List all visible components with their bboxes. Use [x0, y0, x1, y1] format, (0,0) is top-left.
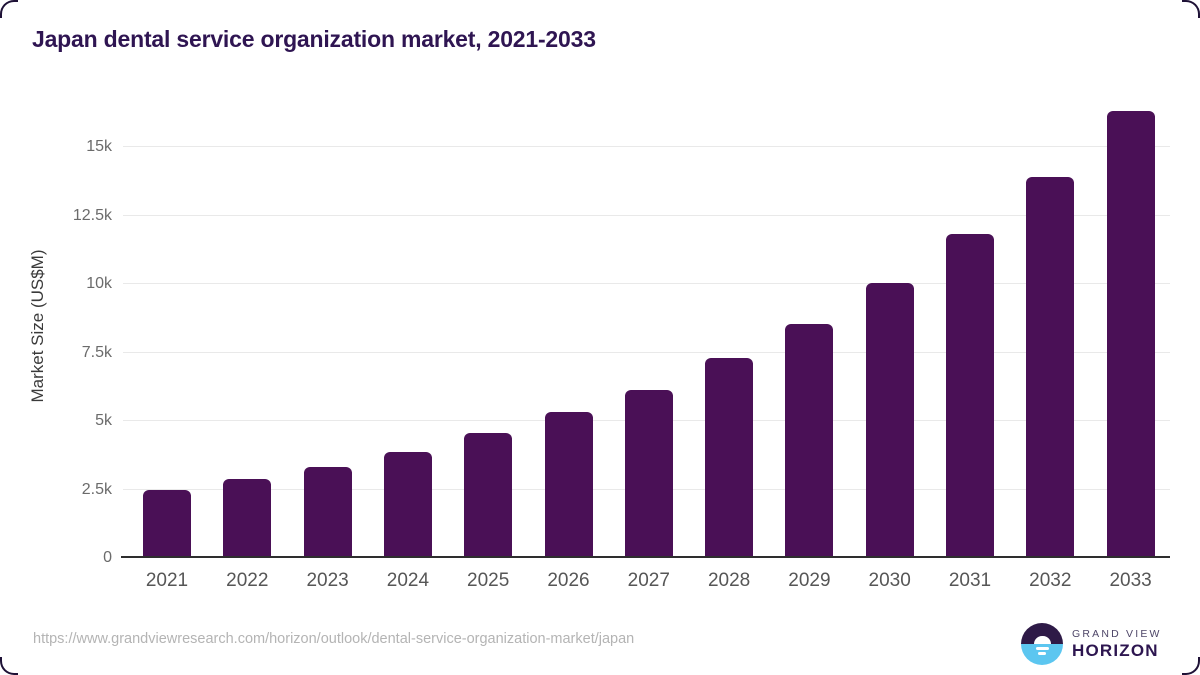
source-url: https://www.grandviewresearch.com/horizo…	[33, 631, 635, 647]
x-label-2021: 2021	[145, 570, 189, 591]
chart-title: Japan dental service organization market…	[32, 26, 596, 52]
gridline	[123, 351, 1170, 353]
x-label-2027: 2027	[627, 570, 670, 591]
bar-2030	[865, 282, 914, 558]
bar-2031	[946, 234, 994, 558]
bar-2027	[624, 389, 673, 558]
card-corner-bottom-right	[1182, 657, 1200, 675]
bar-2029	[785, 323, 834, 558]
y-tick-label: 0	[103, 549, 112, 566]
x-label-2025: 2025	[467, 570, 510, 591]
y-tick-label: 5k	[95, 412, 112, 430]
bar-2025	[464, 432, 513, 558]
gridline	[123, 214, 1170, 216]
logo-grand-view-text: GRAND VIEW	[1072, 627, 1162, 640]
bar-2026	[544, 411, 593, 558]
x-label-2033: 2033	[1109, 570, 1152, 591]
bar-2024	[383, 451, 432, 558]
sun-reflection-line	[1038, 652, 1046, 655]
plot-area	[123, 100, 1170, 558]
x-axis-line	[121, 556, 1170, 558]
x-label-2023: 2023	[306, 570, 349, 591]
logo-horizon-text: HORIZON	[1072, 640, 1159, 660]
y-tick-label: 15k	[86, 138, 112, 156]
gridline	[123, 283, 1170, 285]
sun-icon	[1033, 636, 1051, 644]
bar-2021	[143, 489, 191, 558]
x-label-2028: 2028	[707, 570, 751, 591]
y-axis-title: Market Size (US$M)	[28, 249, 47, 403]
y-tick-label: 7.5k	[81, 343, 112, 361]
x-label-2029: 2029	[788, 570, 831, 591]
bar-2028	[705, 357, 754, 558]
x-label-2031: 2031	[948, 570, 992, 591]
x-label-2026: 2026	[547, 570, 590, 591]
gridline	[123, 146, 1170, 148]
bar-2032	[1026, 177, 1075, 558]
card-corner-top-left	[0, 0, 18, 18]
x-label-2022: 2022	[226, 570, 269, 591]
bar-2033	[1106, 111, 1155, 558]
y-tick-label: 10k	[86, 275, 112, 293]
card-corner-top-right	[1182, 0, 1200, 18]
x-label-2030: 2030	[868, 570, 911, 591]
horizon-sun-logo-icon	[1021, 623, 1063, 665]
x-label-2024: 2024	[386, 570, 430, 591]
card-corner-bottom-left	[0, 657, 18, 675]
brand-logo: GRAND VIEW HORIZON	[1021, 623, 1162, 665]
bar-2022	[223, 478, 272, 558]
bar-2023	[303, 466, 352, 558]
logo-text: GRAND VIEW HORIZON	[1072, 628, 1162, 661]
y-tick-label: 2.5k	[81, 480, 112, 498]
x-label-2032: 2032	[1029, 570, 1072, 591]
y-tick-label: 12.5k	[72, 206, 112, 224]
sun-reflection-line	[1035, 647, 1049, 650]
